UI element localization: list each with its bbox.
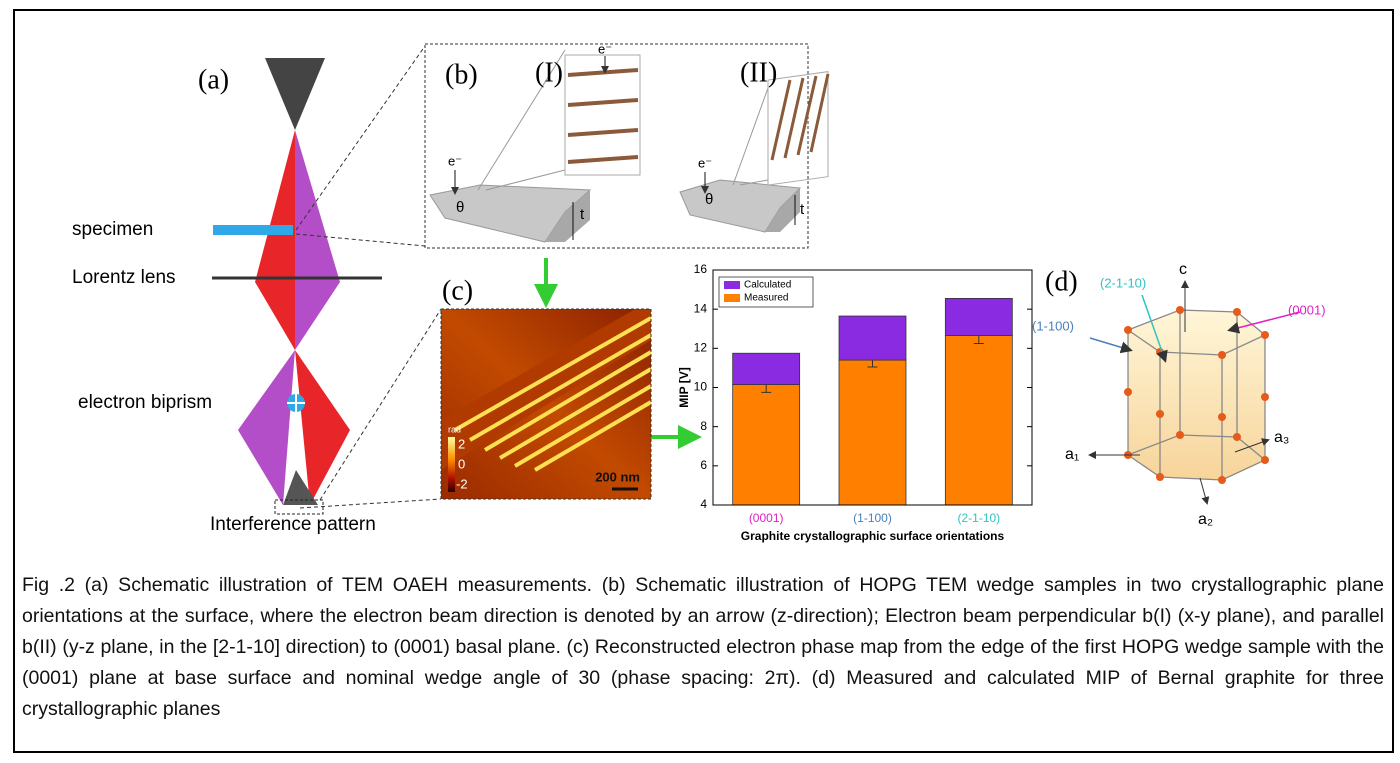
pointer — [1227, 311, 1301, 334]
colorbar — [448, 437, 455, 492]
beam-left — [255, 130, 295, 350]
pattern-cone — [283, 470, 318, 505]
y-tick-label: 12 — [694, 341, 708, 355]
axis-label: c — [1179, 261, 1187, 278]
panel-b: (b) (I) (II) e⁻ e⁻ e⁻ θ θ t t — [424, 41, 830, 249]
beam-label: e⁻ — [448, 153, 462, 168]
scale-label: 200 nm — [595, 469, 640, 484]
sub-label: (II) — [740, 57, 777, 88]
beam-lower-left — [238, 350, 295, 505]
panel-label: (a) — [198, 64, 229, 95]
beam-right — [295, 130, 340, 350]
lattice-layers — [770, 73, 830, 161]
pointer — [1089, 337, 1133, 354]
thickness-label: t — [800, 201, 805, 218]
phase-fringes — [441, 309, 651, 472]
sub-label: (I) — [535, 57, 563, 88]
a2-axis — [1199, 477, 1210, 505]
caption: Fig .2 (a) Schematic illustration of TEM… — [22, 574, 1384, 720]
legend-label: Calculated — [744, 280, 791, 291]
y-tick-label: 4 — [700, 497, 707, 511]
bar — [732, 384, 801, 506]
y-tick-label: 6 — [700, 458, 707, 472]
panel-box — [424, 43, 809, 249]
legend-swatch — [724, 281, 740, 289]
plane-label: (2-1-10) — [1100, 275, 1146, 290]
label: Lorentz lens — [72, 267, 176, 288]
chart: 4 6 8 10 12 14 16 (0001) (1-100) (2-1-10) Graphite… — [677, 262, 1033, 543]
colorbar-tick: 0 — [458, 456, 465, 471]
y-axis-label: MIP [V] — [677, 367, 691, 407]
prism-body — [1128, 310, 1265, 480]
lattice-layers — [567, 68, 639, 164]
panel-a: (a) specimen Lorentz lens electron bipri… — [72, 45, 442, 535]
bar — [944, 335, 1013, 506]
axis-label: a₂ — [1198, 511, 1213, 528]
bar — [732, 352, 801, 385]
zoom-lines — [299, 308, 442, 509]
a3-axis — [1234, 438, 1270, 453]
zoom-lines — [477, 49, 769, 191]
axis-label: a₃ — [1274, 429, 1289, 446]
angle-label: θ — [705, 191, 713, 208]
colorbar-tick: 2 — [458, 436, 465, 451]
bar — [838, 315, 907, 361]
axis-label: a₁ — [1065, 446, 1079, 463]
plot-frame — [712, 269, 1033, 506]
plane-label: (0001) — [1288, 302, 1326, 317]
panel-box — [440, 308, 652, 500]
legend-swatch — [724, 294, 740, 302]
plane-label: (1-100) — [1032, 318, 1074, 333]
beam-lower-right — [295, 350, 350, 505]
source-cone — [265, 58, 325, 130]
colorbar-tick: -2 — [456, 476, 468, 491]
wedge-side — [765, 188, 800, 232]
panel-label: (b) — [445, 59, 478, 90]
x-tick-label: (2-1-10) — [957, 511, 1000, 525]
label: electron biprism — [78, 392, 212, 413]
y-tick-label: 14 — [694, 301, 708, 315]
y-tick-label: 8 — [700, 419, 707, 433]
zoom-lines — [295, 45, 426, 247]
label: specimen — [72, 219, 153, 240]
x-tick-label: (1-100) — [853, 511, 892, 525]
thickness-label: t — [580, 206, 585, 223]
angle-label: θ — [456, 199, 464, 216]
label: Interference pattern — [210, 514, 376, 535]
panel-label: (d) — [1045, 266, 1078, 297]
panel-d: (d) c (2-1-10) (0001) (1-100) a₁ a₂ a₃ — [1032, 261, 1326, 528]
lattice-cell — [767, 71, 829, 186]
wedge-side — [545, 190, 590, 242]
specimen-bar — [213, 225, 293, 235]
pointer — [1141, 294, 1168, 363]
y-tick-label: 16 — [694, 262, 708, 276]
panel-c: rad 2 0 -2 200 nm (c) — [440, 258, 702, 500]
beam-label: e⁻ — [598, 41, 612, 56]
lattice-cell — [564, 54, 641, 176]
panel-label: (c) — [442, 275, 473, 306]
legend-label: Measured — [744, 293, 788, 304]
biprism-cross — [287, 394, 305, 412]
x-tick-label: (0001) — [749, 511, 784, 525]
x-axis-label: Graphite crystallographic surface orient… — [741, 529, 1005, 543]
frame — [13, 9, 1394, 753]
bar — [944, 297, 1013, 337]
beam-label: e⁻ — [698, 155, 712, 170]
y-tick-label: 10 — [694, 380, 708, 394]
bar — [838, 359, 907, 506]
colorbar-unit: rad — [448, 424, 461, 434]
